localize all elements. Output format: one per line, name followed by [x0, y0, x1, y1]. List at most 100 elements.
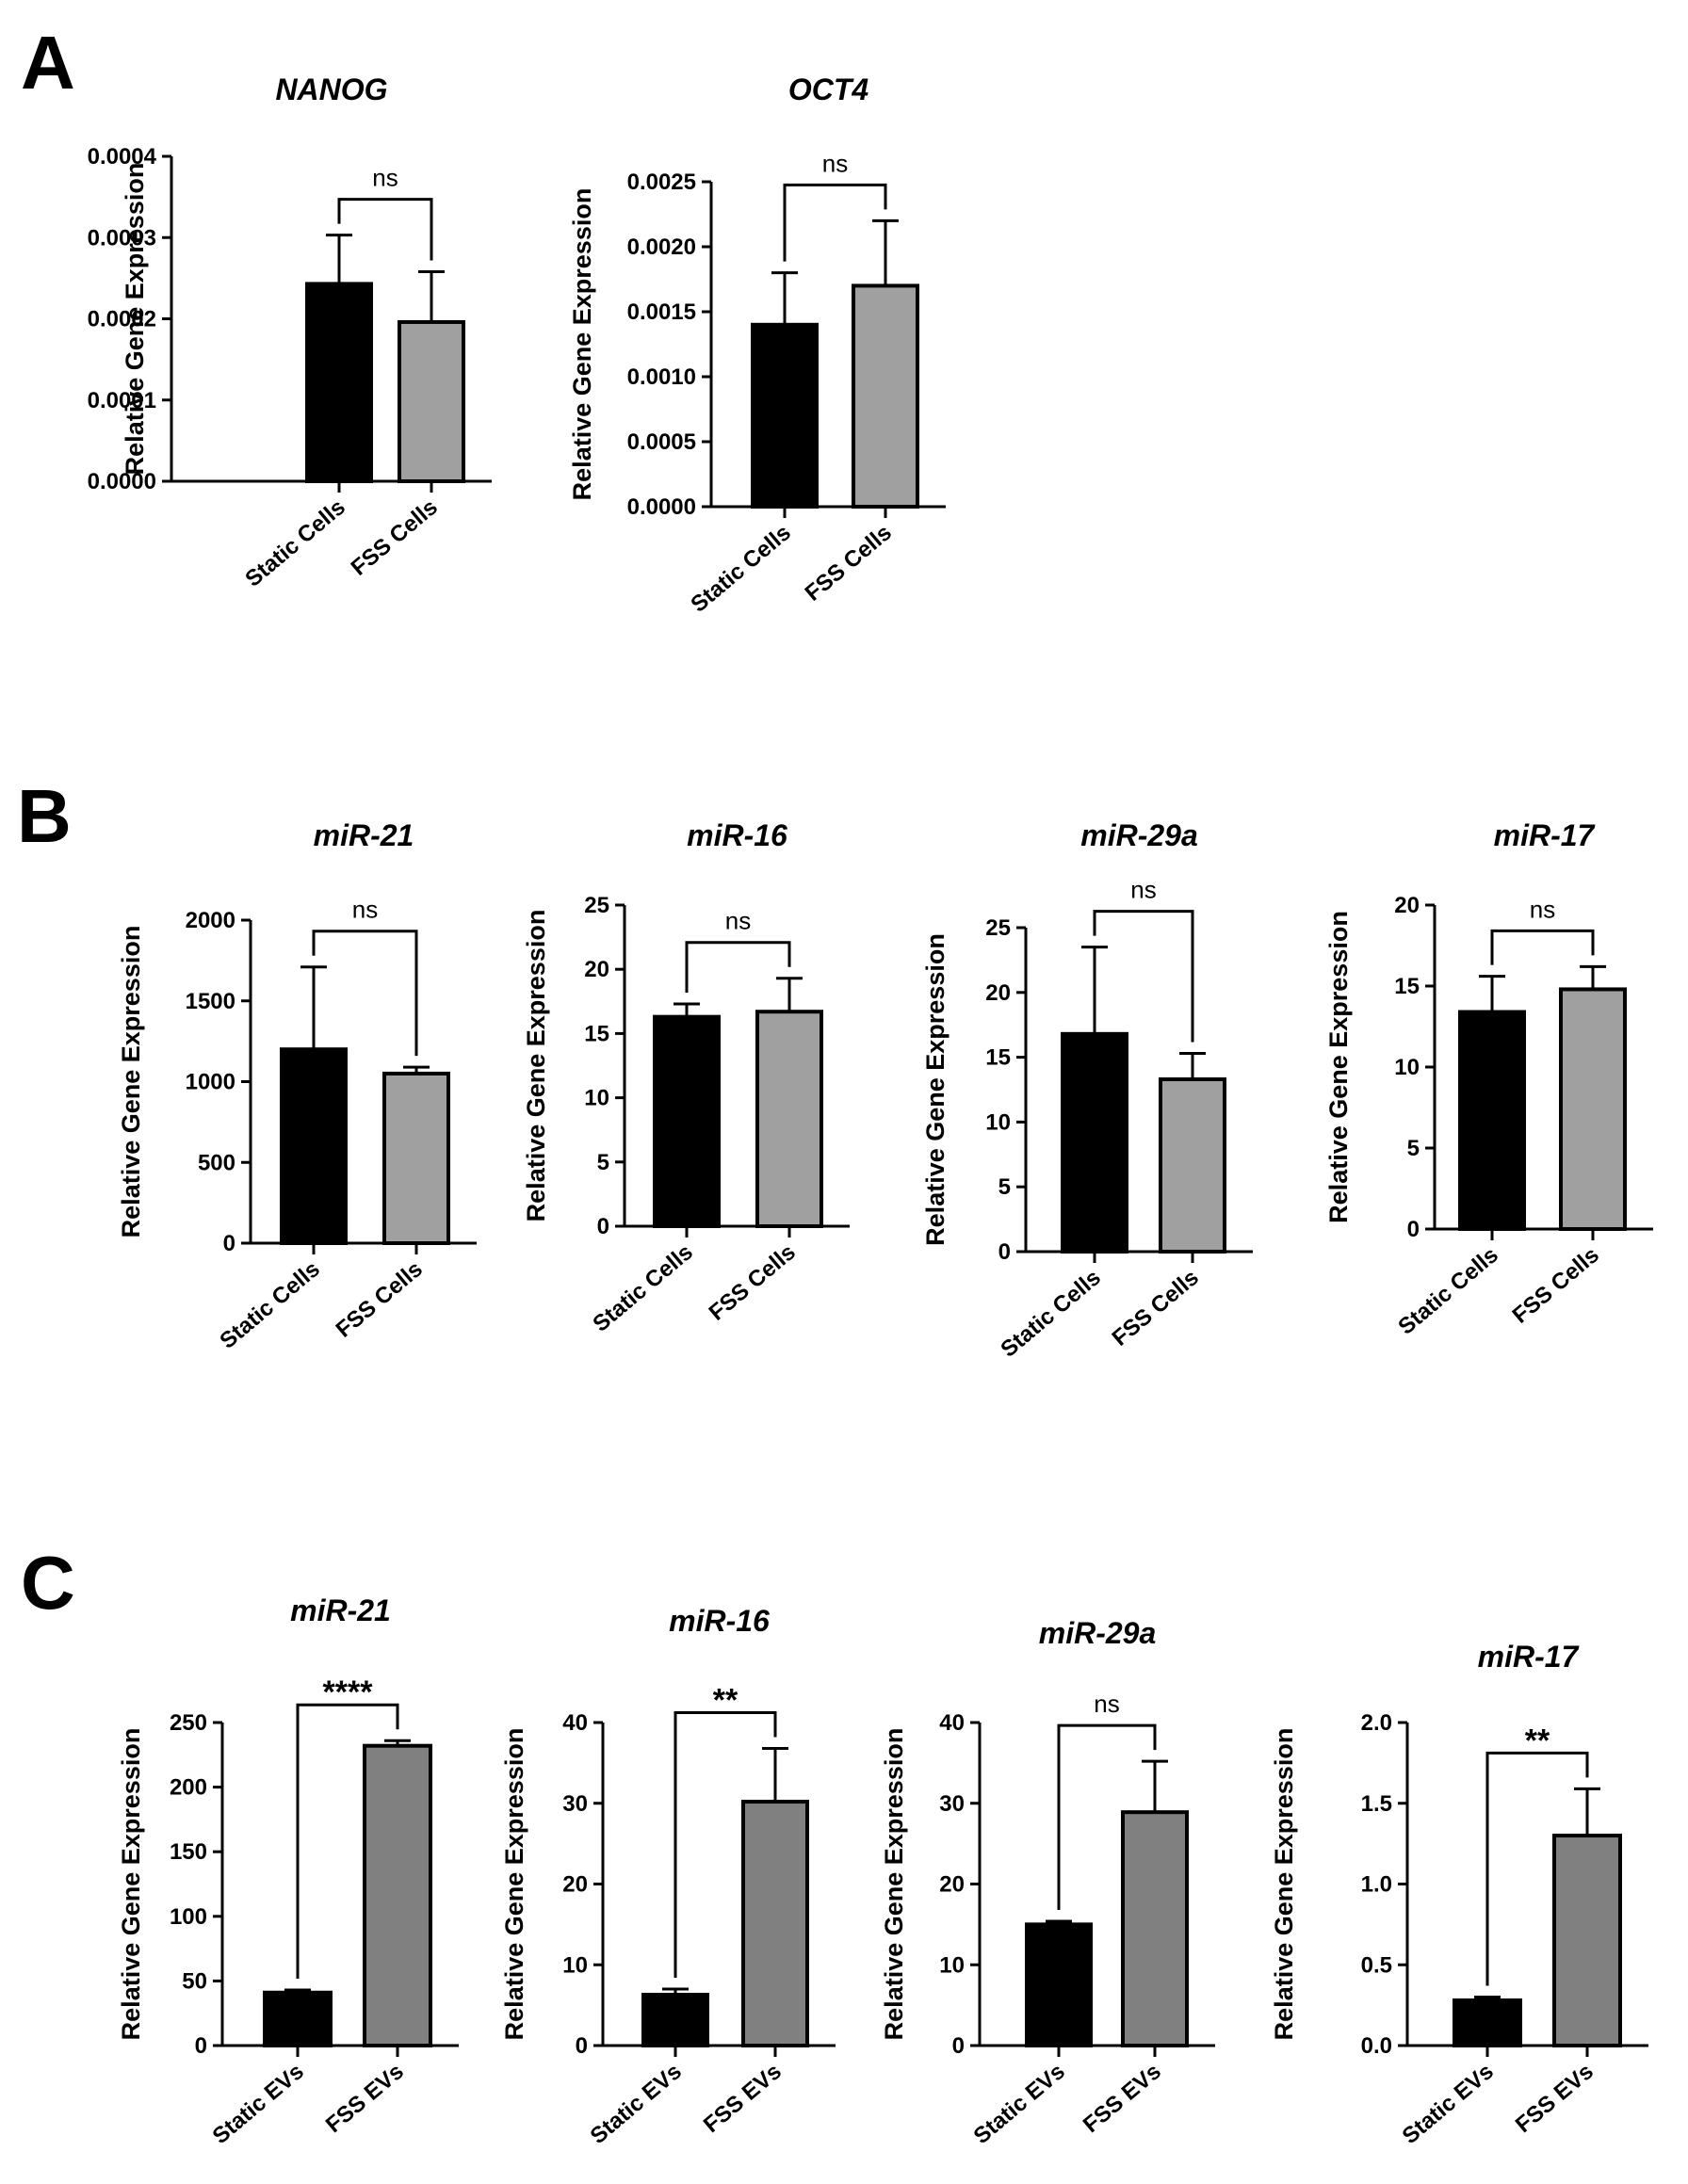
- bar-static: [305, 282, 373, 483]
- significance-bracket: [296, 1703, 399, 1979]
- bar-fss: [755, 1010, 823, 1229]
- y-tick-label: 5: [998, 1174, 1011, 1200]
- y-axis-label: Relative Gene Expression: [117, 926, 145, 1238]
- y-tick-label: 10: [1394, 1055, 1420, 1080]
- significance-bracket: [1490, 929, 1595, 965]
- significance-label: ns: [1530, 895, 1555, 923]
- y-tick-label: 0: [576, 2033, 588, 2059]
- y-tick-label: 200: [170, 1775, 207, 1801]
- significance-bracket: [685, 941, 791, 994]
- significance-label: ns: [822, 149, 848, 177]
- chart-title: miR-21: [290, 1594, 391, 1627]
- category-label: FSS EVs: [1079, 2059, 1166, 2138]
- y-axis-label: Relative Gene Expression: [1324, 911, 1353, 1223]
- y-tick-label: 1.5: [1361, 1791, 1392, 1817]
- significance-bracket: [337, 198, 433, 261]
- y-tick-label: 40: [562, 1710, 588, 1736]
- bar-static: [751, 322, 819, 509]
- y-tick-label: 20: [985, 980, 1011, 1006]
- significance-label: ns: [372, 164, 398, 192]
- bar-static: [1025, 1922, 1093, 2047]
- category-label: Static Cells: [996, 1265, 1105, 1363]
- y-axis-label: Relative Gene Expression: [117, 1728, 145, 2041]
- y-tick-label: 10: [939, 1952, 965, 1978]
- y-tick-label: 10: [985, 1109, 1011, 1135]
- category-label: Static EVs: [208, 2059, 309, 2149]
- y-tick-label: 15: [985, 1045, 1011, 1071]
- significance-label: ns: [1130, 876, 1156, 904]
- bar-fss: [1559, 987, 1627, 1231]
- y-tick-label: 0.0004: [88, 144, 157, 170]
- bar-fss: [1121, 1810, 1189, 2047]
- y-axis-label: Relative Gene Expression: [921, 933, 950, 1246]
- y-tick-label: 0: [597, 1214, 609, 1239]
- category-label: FSS EVs: [1511, 2059, 1599, 2138]
- y-tick-label: 1500: [186, 989, 235, 1014]
- y-tick-label: 0: [1407, 1217, 1420, 1242]
- y-tick-label: 25: [584, 893, 609, 918]
- chart-9: miR-29a Relative Gene Expression 0 10 20 30 40…: [880, 1616, 1215, 2149]
- y-tick-label: 20: [939, 1872, 965, 1898]
- significance-label: ns: [1094, 1690, 1119, 1718]
- chart-6: miR-17 Relative Gene Expression 0 5 10 15 20 St…: [1324, 818, 1653, 1340]
- chart-title: miR-17: [1494, 818, 1597, 852]
- bar-fss: [1159, 1076, 1226, 1254]
- y-tick-label: 0.0000: [627, 494, 696, 520]
- bar-fss: [1552, 1834, 1622, 2048]
- y-tick-label: 0.0003: [88, 225, 156, 251]
- y-tick-label: 0.0: [1361, 2033, 1392, 2059]
- bar-static: [641, 1992, 709, 2048]
- category-label: FSS Cells: [347, 494, 443, 581]
- y-tick-label: 0.0000: [88, 469, 156, 494]
- category-label: Static EVs: [969, 2059, 1070, 2149]
- y-tick-label: 1.0: [1361, 1872, 1392, 1898]
- category-label: FSS Cells: [801, 520, 897, 607]
- y-tick-label: 20: [584, 957, 609, 982]
- significance-label: **: [713, 1682, 738, 1718]
- bar-fss: [852, 283, 919, 509]
- significance-bracket: [312, 930, 418, 1057]
- y-tick-label: 0.0001: [88, 388, 156, 413]
- y-tick-label: 25: [985, 915, 1011, 941]
- y-tick-label: 500: [198, 1150, 235, 1175]
- chart-title: OCT4: [788, 73, 869, 106]
- chart-2: OCT4 Relative Gene Expression 0.0000 0.0005…: [568, 73, 946, 618]
- y-tick-label: 15: [584, 1021, 609, 1046]
- category-label: FSS EVs: [321, 2059, 409, 2138]
- y-tick-label: 2000: [186, 908, 235, 933]
- chart-title: miR-16: [687, 818, 787, 852]
- category-label: Static Cells: [240, 494, 349, 592]
- significance-bracket: [674, 1710, 777, 1978]
- significance-label: **: [1525, 1723, 1550, 1758]
- category-label: Static Cells: [1393, 1242, 1502, 1340]
- chart-title: miR-29a: [1080, 818, 1198, 852]
- y-tick-label: 5: [597, 1150, 609, 1175]
- chart-title: miR-29a: [1039, 1616, 1157, 1650]
- y-tick-label: 0: [223, 1231, 235, 1256]
- category-label: Static EVs: [586, 2059, 687, 2149]
- bar-static: [1061, 1031, 1128, 1254]
- y-tick-label: 0.0010: [627, 364, 696, 390]
- y-tick-label: 1000: [186, 1070, 235, 1095]
- bar-static: [263, 1990, 333, 2048]
- chart-title: miR-17: [1478, 1640, 1581, 1674]
- bar-fss: [398, 319, 465, 484]
- panel-label-a: A: [21, 21, 75, 105]
- bar-static: [653, 1014, 721, 1228]
- y-tick-label: 0.0005: [627, 429, 696, 455]
- bar-static: [280, 1047, 348, 1245]
- category-label: FSS Cells: [1508, 1242, 1604, 1329]
- significance-bracket: [1057, 1723, 1157, 1910]
- y-tick-label: 0.0020: [627, 235, 696, 260]
- y-axis-label: Relative Gene Expression: [121, 163, 149, 476]
- y-tick-label: 0.0015: [627, 299, 696, 325]
- y-tick-label: 100: [170, 1904, 207, 1930]
- category-label: FSS Cells: [332, 1256, 428, 1343]
- chart-7: miR-21 Relative Gene Expression 0 50 100 150 2…: [117, 1594, 459, 2149]
- y-tick-label: 10: [584, 1086, 609, 1111]
- y-tick-label: 50: [182, 1968, 207, 1994]
- y-tick-label: 15: [1394, 974, 1420, 999]
- category-label: FSS Cells: [1108, 1265, 1204, 1351]
